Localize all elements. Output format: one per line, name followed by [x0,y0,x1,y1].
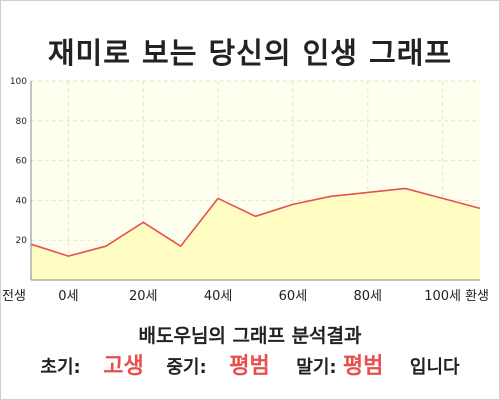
area-fill [31,188,480,280]
area-polygon [31,188,480,280]
early-value: 고생 [103,354,144,379]
y-tick-label: 40 [16,196,28,206]
x-tick-label: 전생 [2,289,26,304]
y-tick-label: 80 [16,117,28,127]
result-suffix: 입니다 [409,357,460,378]
mid-value: 평범 [229,354,270,379]
x-tick-label: 100세 [424,289,461,304]
late-value: 평범 [342,354,384,379]
x-tick-labels: 전생 0세 20세 40세 60세 80세 100세 환생 [2,289,489,304]
y-tick-labels: 20 40 60 80 100 [10,77,27,246]
late-label: 말기: [296,357,337,378]
y-tick-label: 100 [10,77,27,87]
x-tick-label: 환생 [465,289,489,304]
series-polyline [30,187,481,257]
y-tick-label: 60 [16,157,28,167]
x-tick-label: 0세 [58,289,78,304]
analysis-result: 초기: 고생 중기: 평범 말기: 평범 입니다 [0,348,500,380]
mid-label: 중기: [166,357,207,378]
analysis-subtitle: 배도우님의 그래프 분석결과 [138,325,362,347]
y-tick-label: 20 [16,236,28,246]
x-tick-label: 60세 [279,289,308,304]
x-tick-label: 40세 [204,289,233,304]
gridlines [31,80,480,280]
x-tick-label: 80세 [353,289,382,304]
chart-title: 재미로 보는 당신의 인생 그래프 [47,36,453,70]
series-line [30,187,481,257]
x-tick-label: 20세 [129,289,158,304]
early-label: 초기: [40,357,81,378]
